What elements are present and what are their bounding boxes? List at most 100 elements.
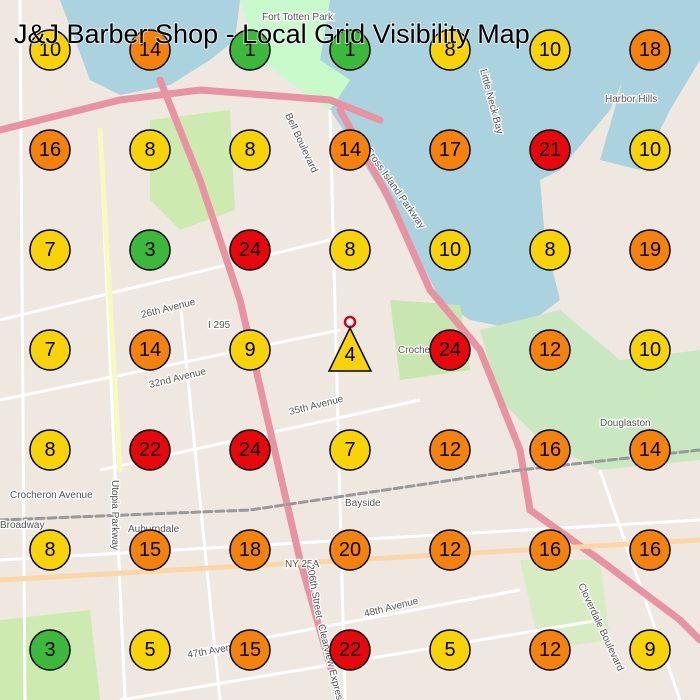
rank-marker xyxy=(329,629,371,671)
rank-label: 3 xyxy=(44,639,55,661)
water xyxy=(320,0,640,330)
rank-label: 8 xyxy=(344,239,355,261)
rank-label: 24 xyxy=(239,439,261,461)
business-marker xyxy=(327,326,373,372)
park xyxy=(520,560,610,650)
rank-label: 10 xyxy=(539,39,561,61)
rank-marker xyxy=(129,29,171,71)
rank-label: 8 xyxy=(244,139,255,161)
rank-marker xyxy=(529,229,571,271)
rank-label: 8 xyxy=(44,539,55,561)
rank-label: 8 xyxy=(44,439,55,461)
rank-marker xyxy=(229,529,271,571)
map-label: Harbor Hills xyxy=(605,94,657,105)
rank-label: 7 xyxy=(44,239,55,261)
map-label: NY 25A xyxy=(285,559,320,570)
water xyxy=(600,0,700,170)
rank-label: 8 xyxy=(444,39,455,61)
rank-marker xyxy=(129,129,171,171)
rank-label: 7 xyxy=(44,339,55,361)
rank-label: 3 xyxy=(144,239,155,261)
business-pin xyxy=(343,315,357,329)
rank-label: 24 xyxy=(439,339,461,361)
rank-label: 10 xyxy=(439,239,461,261)
park xyxy=(240,0,350,110)
rank-marker xyxy=(629,429,671,471)
rank-marker xyxy=(29,29,71,71)
rank-marker xyxy=(129,629,171,671)
rank-label: 7 xyxy=(344,439,355,461)
rank-label: 10 xyxy=(639,139,661,161)
rank-marker xyxy=(29,129,71,171)
rank-marker xyxy=(329,29,371,71)
rank-label: 9 xyxy=(644,639,655,661)
rank-marker xyxy=(229,329,271,371)
rank-marker xyxy=(429,629,471,671)
map-label: Crocheron Avenue xyxy=(10,490,93,501)
rank-marker xyxy=(129,429,171,471)
rank-label: 16 xyxy=(539,439,561,461)
rank-label: 15 xyxy=(139,539,161,561)
rank-label: 16 xyxy=(39,139,61,161)
rank-label: 20 xyxy=(339,539,361,561)
rank-marker xyxy=(429,429,471,471)
rank-marker xyxy=(329,529,371,571)
rank-label: 18 xyxy=(639,39,661,61)
map-label: Utopia Parkway xyxy=(109,480,120,550)
map-label: Douglaston xyxy=(600,418,651,429)
rank-label: 12 xyxy=(439,539,461,561)
rank-label: 15 xyxy=(239,639,261,661)
rank-label: 10 xyxy=(39,39,61,61)
rank-marker xyxy=(429,329,471,371)
rank-marker xyxy=(229,429,271,471)
rank-marker xyxy=(229,29,271,71)
rank-label: 12 xyxy=(439,439,461,461)
rank-marker xyxy=(229,629,271,671)
rank-marker xyxy=(629,129,671,171)
rank-label: 21 xyxy=(539,139,561,161)
rank-marker xyxy=(429,229,471,271)
map-label: Broadway xyxy=(0,520,44,531)
rank-marker xyxy=(529,529,571,571)
rank-label: 5 xyxy=(144,639,155,661)
rank-marker xyxy=(29,529,71,571)
rank-marker xyxy=(629,329,671,371)
rank-marker xyxy=(29,229,71,271)
rank-marker xyxy=(529,329,571,371)
rank-marker xyxy=(629,29,671,71)
rank-label: 12 xyxy=(539,639,561,661)
rank-label: 16 xyxy=(539,539,561,561)
rank-marker xyxy=(129,329,171,371)
rank-label: 12 xyxy=(539,339,561,361)
rank-marker xyxy=(329,429,371,471)
rank-label: 14 xyxy=(139,39,161,61)
rank-label: 22 xyxy=(139,439,161,461)
rank-marker xyxy=(629,529,671,571)
rank-marker xyxy=(29,629,71,671)
rank-label: 24 xyxy=(239,239,261,261)
map-label: I 295 xyxy=(208,320,231,331)
rank-marker xyxy=(229,129,271,171)
rank-label: 18 xyxy=(239,539,261,561)
rank-marker xyxy=(429,129,471,171)
rank-marker xyxy=(429,529,471,571)
rank-label: 9 xyxy=(244,339,255,361)
map-label: Bayside xyxy=(345,498,381,509)
rank-marker xyxy=(529,429,571,471)
rank-marker xyxy=(529,629,571,671)
rank-marker xyxy=(29,429,71,471)
rank-label: 4 xyxy=(344,344,355,366)
rank-label: 22 xyxy=(339,639,361,661)
rank-marker xyxy=(629,629,671,671)
rank-label: 1 xyxy=(244,39,255,61)
rank-marker xyxy=(329,129,371,171)
map-title: J&J Barber Shop - Local Grid Visibility … xyxy=(14,19,530,49)
rank-marker xyxy=(129,229,171,271)
map-label: Fort Totten Park xyxy=(262,12,334,23)
rank-label: 8 xyxy=(544,239,555,261)
rank-marker xyxy=(29,329,71,371)
rank-label: 5 xyxy=(444,639,455,661)
rank-marker xyxy=(329,229,371,271)
rank-label: 14 xyxy=(139,339,161,361)
